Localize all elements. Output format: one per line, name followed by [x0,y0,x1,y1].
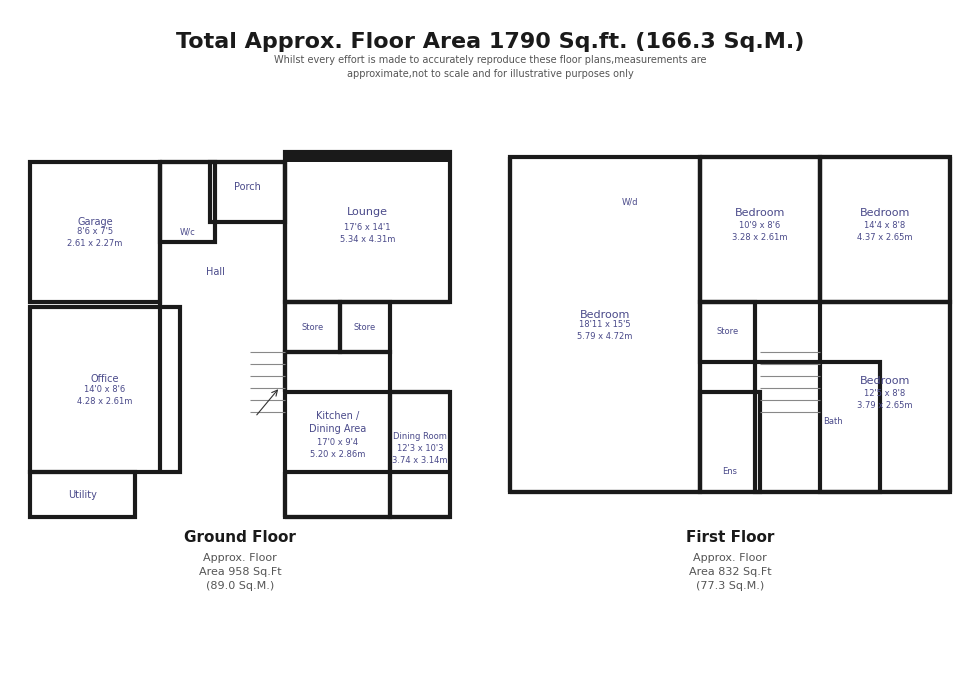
Text: Ground Floor: Ground Floor [184,529,296,545]
Text: 17'6 x 14'1: 17'6 x 14'1 [344,223,391,232]
Text: 17'0 x 9'4: 17'0 x 9'4 [317,438,358,447]
Bar [160,162,215,242]
Bar [390,392,450,517]
Bar [210,162,285,222]
Text: Dining Area: Dining Area [309,424,367,433]
Text: Bedroom: Bedroom [859,376,910,386]
Bar [285,352,390,517]
Text: 3.28 x 2.61m: 3.28 x 2.61m [732,233,788,242]
Bar [700,157,820,302]
Text: Utility: Utility [68,489,97,500]
Text: 14'4 x 8'8: 14'4 x 8'8 [864,221,906,230]
Bar [820,157,950,302]
Text: First Floor: First Floor [686,529,774,545]
Text: W/c: W/c [179,228,195,237]
Text: Porch: Porch [234,182,261,192]
Text: Bath: Bath [822,417,843,426]
Text: Bedroom: Bedroom [580,309,630,320]
Text: Whilst every effort is made to accurately reproduce these floor plans,measuremen: Whilst every effort is made to accuratel… [273,55,707,79]
Text: 14'0 x 8'6: 14'0 x 8'6 [84,385,125,394]
Text: Approx. Floor
Area 958 Sq.Ft
(89.0 Sq.M.): Approx. Floor Area 958 Sq.Ft (89.0 Sq.M.… [199,553,281,591]
Text: W/d: W/d [621,197,638,206]
Text: 4.37 x 2.65m: 4.37 x 2.65m [858,233,912,242]
Bar [285,302,340,352]
Text: 10'9 x 8'6: 10'9 x 8'6 [739,221,781,230]
Bar [30,162,160,302]
Bar [510,157,700,492]
Bar [700,392,760,492]
Text: 5.20 x 2.86m: 5.20 x 2.86m [310,450,366,459]
Text: Kitchen /: Kitchen / [316,412,359,421]
Text: Bedroom: Bedroom [735,208,785,219]
Text: Ens: Ens [722,468,738,477]
Text: 5.34 x 4.31m: 5.34 x 4.31m [340,235,395,244]
Text: 12'3 x 10'3: 12'3 x 10'3 [397,444,443,453]
Text: Bedroom: Bedroom [859,208,910,219]
Text: Office: Office [91,374,120,385]
Text: Hall: Hall [206,267,224,277]
Bar [700,302,755,362]
Text: 3.74 x 3.14m: 3.74 x 3.14m [392,456,448,465]
Text: Garage: Garage [77,217,113,227]
Bar [30,472,135,517]
Text: Total Approx. Floor Area 1790 Sq.ft. (166.3 Sq.M.): Total Approx. Floor Area 1790 Sq.ft. (16… [175,32,805,52]
Text: Approx. Floor
Area 832 Sq.Ft
(77.3 Sq.M.): Approx. Floor Area 832 Sq.Ft (77.3 Sq.M.… [689,553,771,591]
Text: 2.61 x 2.27m: 2.61 x 2.27m [68,239,122,248]
Bar [285,152,450,302]
Text: Store: Store [716,327,739,336]
Bar [285,152,450,162]
Text: Dining Room: Dining Room [393,432,447,441]
Bar [340,302,390,352]
Text: Lounge: Lounge [347,207,388,217]
Text: 18'11 x 15'5: 18'11 x 15'5 [579,320,631,329]
Bar [30,307,180,472]
Text: 8'6 x 7'5: 8'6 x 7'5 [77,228,113,237]
Text: 3.79 x 2.65m: 3.79 x 2.65m [858,401,912,410]
Text: 4.28 x 2.61m: 4.28 x 2.61m [77,397,132,406]
Bar [820,302,950,492]
Text: Store: Store [302,322,323,331]
Text: Store: Store [354,322,376,331]
Text: 12'5 x 8'8: 12'5 x 8'8 [864,388,906,397]
Text: 5.79 x 4.72m: 5.79 x 4.72m [577,332,633,341]
Bar [755,362,880,492]
